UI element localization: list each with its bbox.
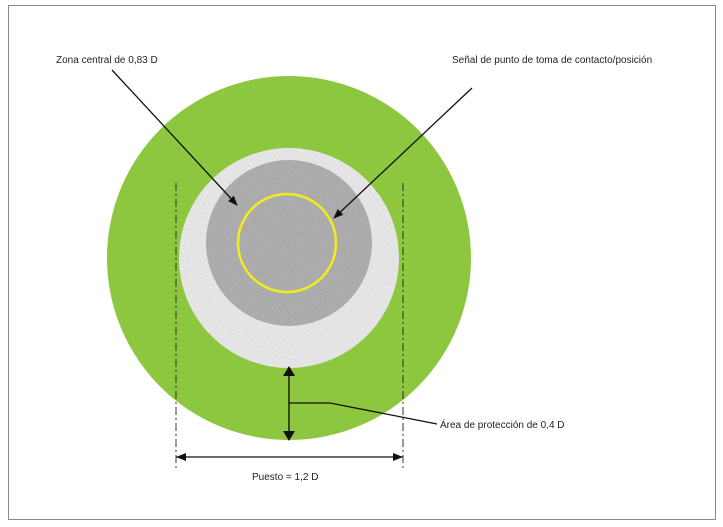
central-zone-circle: [206, 160, 372, 326]
protection-area-arrow-bottom: [283, 431, 295, 441]
central-zone-leader-arrow: [111, 69, 238, 206]
central-zone-label: Zona central de 0,83 D: [56, 55, 158, 66]
touchdown-marking-ring: [236, 192, 338, 294]
protection-area-label: Área de protección de 0,4 D: [440, 418, 565, 431]
stand-width-arrow-left: [176, 453, 186, 461]
protection-area-arrow-top: [283, 366, 295, 376]
stand-width-label: Puesto = 1,2 D: [252, 472, 318, 483]
protection-area-leader-line: [289, 402, 438, 425]
touchdown-marking-leader-arrow: [333, 87, 473, 219]
stand-width-arrow-right: [393, 453, 403, 461]
touchdown-marking-label: Señal de punto de toma de contacto/posic…: [452, 55, 652, 66]
